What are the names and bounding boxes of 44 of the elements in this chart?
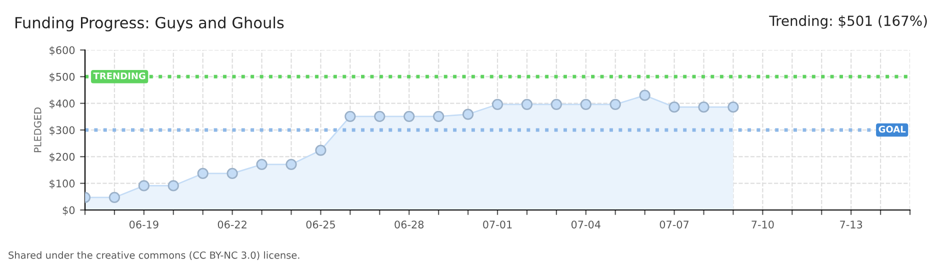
point <box>108 192 120 204</box>
point <box>226 168 238 180</box>
point <box>610 98 621 110</box>
y-axis-title: PLEDGED <box>34 108 42 152</box>
point <box>256 158 268 170</box>
point <box>404 110 415 122</box>
point <box>580 98 592 110</box>
x-tick-label: 7-10 <box>752 220 774 228</box>
point <box>374 110 386 122</box>
point <box>315 144 326 156</box>
y-tick-label: $100 <box>50 179 75 189</box>
y-tick-label: $600 <box>50 46 75 56</box>
chart-title: Funding Progress: Guys and Ghouls <box>16 16 284 32</box>
x-tick-label: 06-22 <box>218 220 246 228</box>
point <box>639 90 650 101</box>
y-tick-label: $500 <box>50 72 75 82</box>
x-tick-label: 06-19 <box>129 220 158 228</box>
y-tick-label: $0 <box>62 206 75 216</box>
x-tick-label: 07-01 <box>483 220 512 228</box>
point <box>344 110 356 122</box>
x-tick-label: 06-28 <box>394 220 424 228</box>
point <box>168 180 179 192</box>
point <box>550 98 562 110</box>
y-tick-label: $200 <box>50 152 75 162</box>
text: Shared under the creative commons (CC BY-NC 3.0) license. <box>8 251 300 260</box>
y-tick-label: $400 <box>50 99 75 109</box>
point <box>286 158 297 170</box>
y-tick-label: $300 <box>50 126 75 136</box>
point <box>728 102 739 113</box>
ref-line-label: GOAL <box>878 126 906 133</box>
chart-subtitle: Trending: $501 (167%) <box>769 15 927 29</box>
point <box>433 110 444 122</box>
x-tick-label: 07-04 <box>571 220 600 228</box>
x-tick-label: 7-13 <box>840 220 862 228</box>
point <box>138 180 150 192</box>
x-tick-label: 07-07 <box>660 220 689 228</box>
point <box>668 102 680 113</box>
x-tick-label: 06-25 <box>306 220 335 228</box>
point <box>492 98 504 110</box>
ref-line-label: TRENDING <box>93 72 146 80</box>
point <box>197 168 208 180</box>
point <box>698 102 710 113</box>
point <box>462 108 474 120</box>
point <box>521 98 533 110</box>
